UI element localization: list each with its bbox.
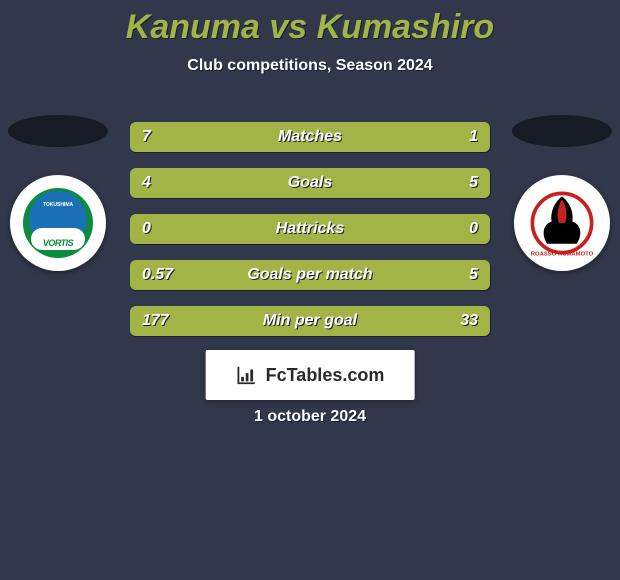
shadow-ellipse-left	[8, 115, 108, 147]
shadow-ellipse-right	[512, 115, 612, 147]
page-title: Kanuma vs Kumashiro	[0, 0, 620, 47]
stat-label: Matches	[130, 122, 490, 152]
stats-table: 7 Matches 1 4 Goals 5 0 Hattricks 0 0.57…	[130, 122, 490, 352]
chart-icon	[236, 364, 258, 386]
stat-row-mpg: 177 Min per goal 33	[130, 306, 490, 336]
stat-row-hattricks: 0 Hattricks 0	[130, 214, 490, 244]
svg-text:ROASSO KUMAMOTO: ROASSO KUMAMOTO	[531, 252, 594, 258]
stat-right-value: 5	[469, 260, 478, 290]
team-right-badge: ROASSO KUMAMOTO	[514, 175, 610, 271]
stat-label: Min per goal	[130, 306, 490, 336]
date-label: 1 october 2024	[0, 408, 620, 426]
horse-icon: ROASSO KUMAMOTO	[525, 186, 599, 260]
stat-row-goals: 4 Goals 5	[130, 168, 490, 198]
stat-label: Goals per match	[130, 260, 490, 290]
team-left-sub: TOKUSHIMA	[43, 202, 73, 208]
stat-row-gpm: 0.57 Goals per match 5	[130, 260, 490, 290]
team-left-badge-inner: TOKUSHIMA VORTIS	[23, 188, 93, 258]
team-right-badge-inner: ROASSO KUMAMOTO	[525, 186, 599, 260]
site-label: FcTables.com	[266, 365, 385, 386]
stat-right-value: 33	[460, 306, 478, 336]
site-branding[interactable]: FcTables.com	[206, 350, 415, 400]
stat-label: Goals	[130, 168, 490, 198]
team-left-column: TOKUSHIMA VORTIS	[8, 115, 108, 271]
page-subtitle: Club competitions, Season 2024	[0, 57, 620, 75]
team-left-badge: TOKUSHIMA VORTIS	[10, 175, 106, 271]
team-right-column: ROASSO KUMAMOTO	[512, 115, 612, 271]
stat-right-value: 5	[469, 168, 478, 198]
stat-right-value: 1	[469, 122, 478, 152]
stat-label: Hattricks	[130, 214, 490, 244]
team-left-brand: VORTIS	[43, 238, 73, 248]
stat-row-matches: 7 Matches 1	[130, 122, 490, 152]
stat-right-value: 0	[469, 214, 478, 244]
